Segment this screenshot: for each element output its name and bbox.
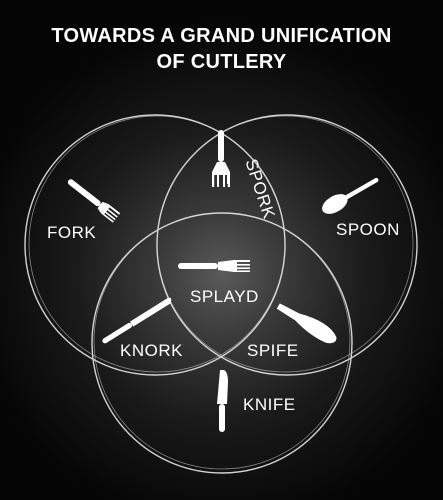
label-splayd: SPLAYD bbox=[190, 287, 259, 306]
label-knife: KNIFE bbox=[243, 395, 296, 414]
knife-icon bbox=[217, 370, 228, 432]
label-spife: SPIFE bbox=[247, 341, 299, 360]
venn-circles bbox=[24, 114, 418, 474]
title-line-1: TOWARDS A GRAND UNIFICATION bbox=[51, 25, 392, 47]
splayd-icon bbox=[178, 260, 250, 272]
label-spork: SPORK bbox=[241, 156, 278, 221]
spife-icon bbox=[276, 303, 337, 344]
spork-icon bbox=[211, 130, 230, 187]
circle-fork bbox=[24, 114, 286, 376]
knork-icon bbox=[102, 297, 172, 344]
title-line-2: OF CUTLERY bbox=[156, 51, 287, 73]
circle-knife bbox=[91, 212, 353, 474]
label-knork: KNORK bbox=[120, 341, 183, 360]
spoon-icon bbox=[322, 177, 379, 214]
circle-spoon bbox=[156, 114, 418, 376]
fork-icon bbox=[67, 179, 121, 223]
label-fork: FORK bbox=[47, 223, 96, 242]
label-spoon: SPOON bbox=[336, 220, 400, 239]
